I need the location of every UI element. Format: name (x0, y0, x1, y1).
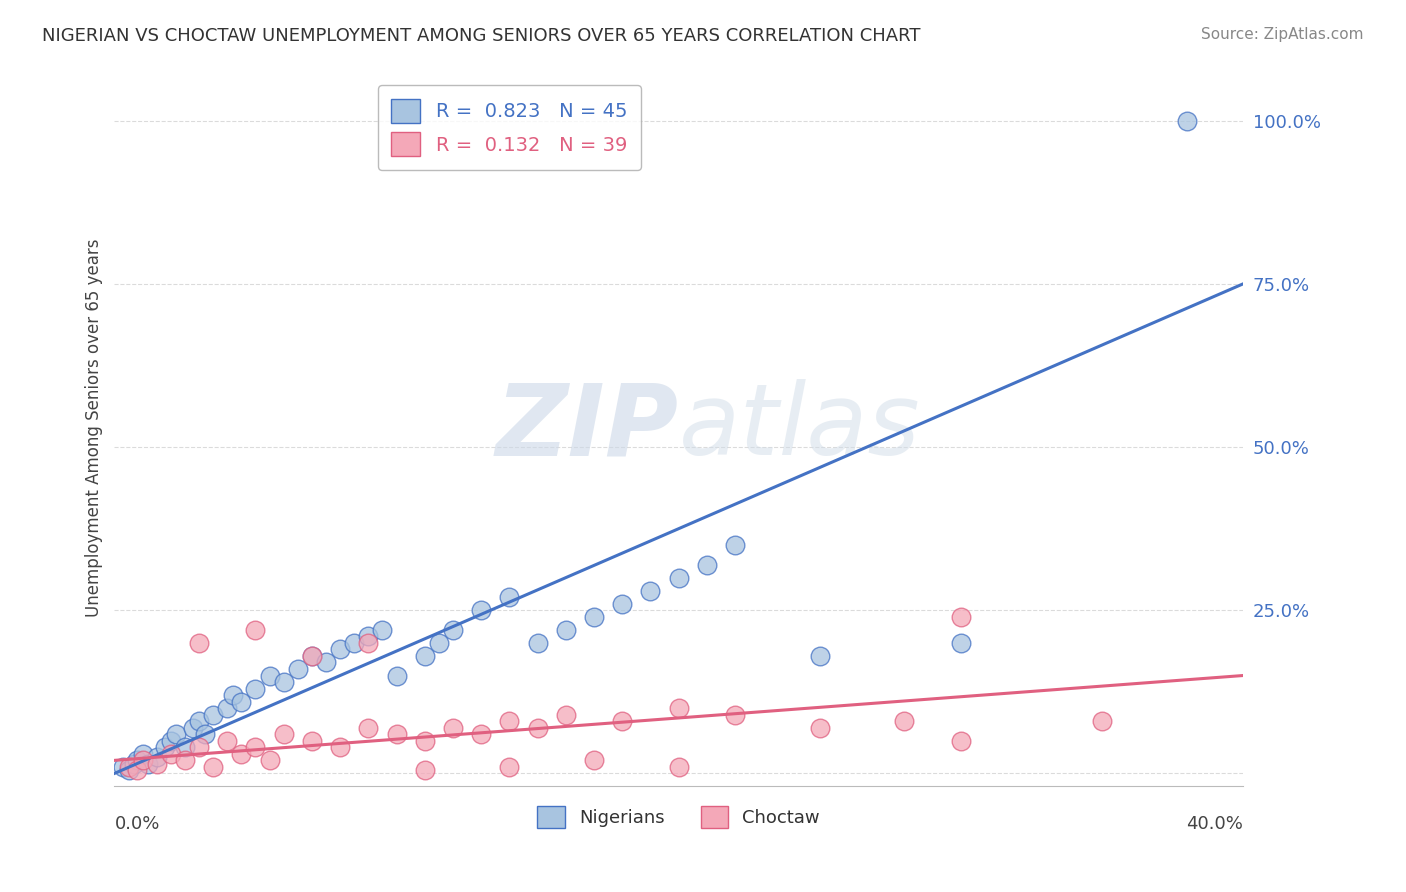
Point (117, 760, 139, 774)
Point (202, 707, 225, 722)
Point (526, 721, 548, 735)
Point (222, 688, 245, 702)
Point (371, 623, 394, 637)
Point (202, 760, 225, 774)
Point (301, 733, 323, 747)
Point (554, 623, 576, 637)
Point (554, 707, 576, 722)
Point (526, 636, 548, 650)
Point (259, 753, 281, 767)
Point (273, 675, 295, 690)
Point (160, 747, 183, 761)
Point (131, 747, 153, 761)
Point (273, 727, 295, 741)
Point (217, 733, 239, 747)
Point (194, 727, 217, 741)
Y-axis label: Unemployment Among Seniors over 65 years: Unemployment Among Seniors over 65 years (86, 238, 103, 616)
Point (808, 648, 831, 663)
Point (498, 714, 520, 729)
Point (949, 609, 972, 624)
Point (696, 558, 718, 572)
Point (808, 721, 831, 735)
Point (136, 756, 159, 771)
Point (470, 603, 492, 617)
Point (166, 727, 188, 741)
Point (231, 695, 253, 709)
Point (111, 760, 134, 774)
Point (724, 707, 747, 722)
Point (174, 740, 197, 755)
Point (245, 681, 267, 696)
Point (668, 701, 690, 715)
Point (441, 623, 464, 637)
Point (245, 740, 267, 755)
Point (1091, 714, 1114, 729)
Point (160, 733, 183, 747)
Point (413, 763, 436, 777)
Point (893, 714, 915, 729)
Point (259, 668, 281, 682)
Point (385, 668, 408, 682)
Text: NIGERIAN VS CHOCTAW UNEMPLOYMENT AMONG SENIORS OVER 65 YEARS CORRELATION CHART: NIGERIAN VS CHOCTAW UNEMPLOYMENT AMONG S… (42, 27, 921, 45)
Legend: Nigerians, Choctaw: Nigerians, Choctaw (530, 798, 827, 835)
Point (427, 636, 450, 650)
Point (287, 662, 309, 676)
Point (125, 753, 148, 767)
Point (188, 740, 211, 755)
Point (668, 571, 690, 585)
Point (612, 597, 634, 611)
Point (343, 636, 366, 650)
Point (188, 714, 211, 729)
Point (949, 636, 972, 650)
Point (668, 760, 690, 774)
Point (441, 721, 464, 735)
Point (145, 750, 167, 764)
Point (315, 656, 337, 670)
Point (231, 747, 253, 761)
Point (188, 636, 211, 650)
Text: 40.0%: 40.0% (1187, 815, 1243, 833)
Point (301, 648, 323, 663)
Point (640, 583, 662, 598)
Point (245, 623, 267, 637)
Point (949, 733, 972, 747)
Point (131, 753, 153, 767)
Point (470, 727, 492, 741)
Point (183, 721, 205, 735)
Point (174, 753, 197, 767)
Point (612, 714, 634, 729)
Point (122, 756, 145, 771)
Text: ZIP: ZIP (496, 379, 679, 476)
Point (357, 636, 380, 650)
Text: atlas: atlas (679, 379, 921, 476)
Point (583, 753, 606, 767)
Point (413, 648, 436, 663)
Point (498, 591, 520, 605)
Point (357, 721, 380, 735)
Point (301, 648, 323, 663)
Point (329, 740, 352, 755)
Text: 0.0%: 0.0% (114, 815, 160, 833)
Point (413, 733, 436, 747)
Point (724, 538, 747, 552)
Point (145, 756, 167, 771)
Point (1175, 113, 1198, 128)
Point (385, 727, 408, 741)
Point (583, 609, 606, 624)
Point (329, 642, 352, 657)
Point (217, 701, 239, 715)
Point (125, 763, 148, 777)
Point (153, 740, 176, 755)
Point (498, 760, 520, 774)
Point (117, 763, 139, 777)
Point (357, 629, 380, 643)
Text: Source: ZipAtlas.com: Source: ZipAtlas.com (1201, 27, 1364, 42)
